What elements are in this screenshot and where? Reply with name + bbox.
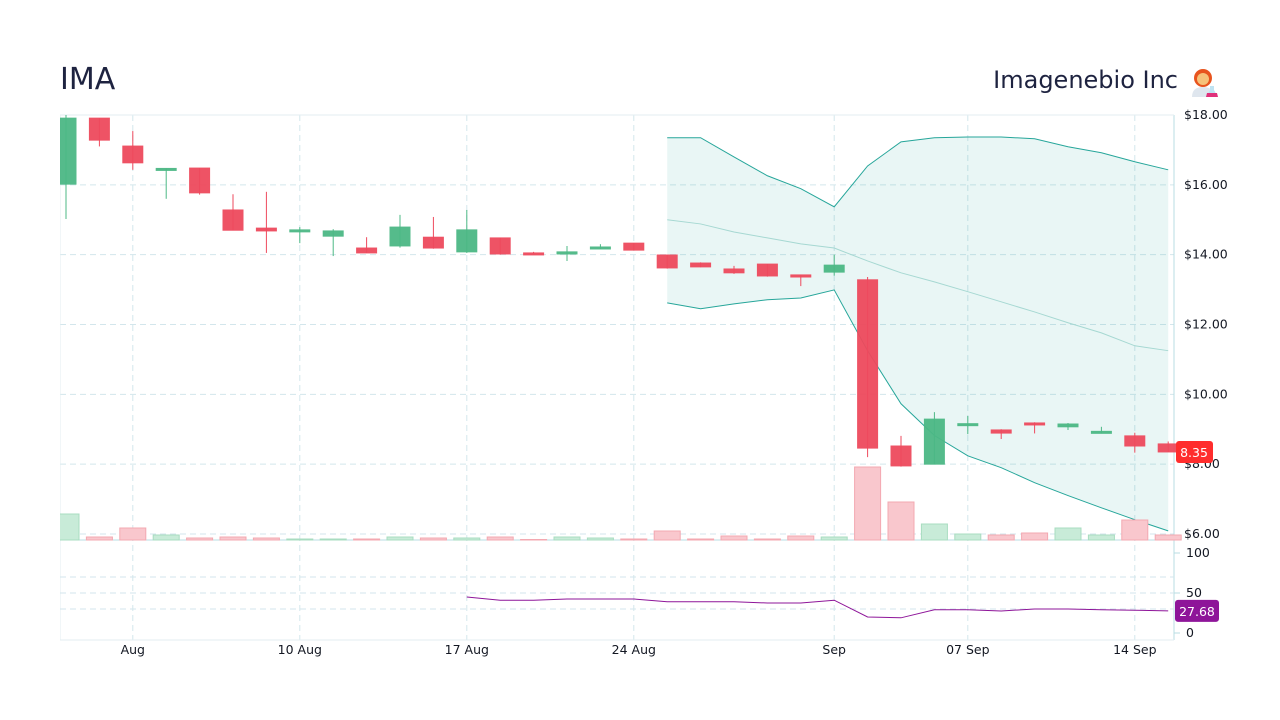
rsi-tick-label: 0 [1186, 625, 1194, 640]
rsi-line [466, 596, 1169, 619]
x-tick-label: 14 Sep [1113, 642, 1157, 657]
volume-bar [687, 538, 715, 541]
volume-bar [920, 523, 948, 541]
woman-scientist-icon [1192, 69, 1218, 97]
volume-bar [854, 466, 882, 541]
volume-bar [252, 537, 280, 541]
y-tick-label: $10.00 [1184, 386, 1228, 401]
candle-body [222, 209, 244, 231]
candle-body [489, 237, 511, 255]
x-tick-label: 24 Aug [612, 642, 656, 657]
candle-body [422, 236, 444, 249]
volume-bar [787, 535, 815, 541]
volume-bar [152, 534, 180, 541]
rsi-value-badge [1175, 599, 1219, 622]
bollinger-upper-line [667, 136, 1169, 208]
candle-body [790, 274, 812, 278]
volume-bar [486, 536, 514, 541]
candle-body [990, 429, 1012, 434]
candle-body [957, 423, 979, 427]
candle-body [122, 145, 144, 164]
candle-body [389, 226, 411, 247]
company-name: Imagenebio Inc [993, 66, 1178, 94]
x-tick-label: Sep [822, 642, 846, 657]
rsi-value-label: 27.68 [1179, 604, 1215, 619]
ticker-symbol: IMA [60, 62, 116, 97]
y-tick-label: $14.00 [1184, 247, 1228, 262]
y-tick-label: $6.00 [1184, 526, 1220, 541]
volume-bar [753, 538, 781, 541]
x-tick-label: 10 Aug [278, 642, 322, 657]
candle-body [88, 117, 110, 141]
volume-bar [620, 538, 648, 541]
volume-bar [453, 537, 481, 541]
volume-bar [820, 536, 848, 541]
candle-body [556, 251, 578, 255]
candle-body [823, 264, 845, 273]
volume-bar [720, 535, 748, 541]
volume-bar [887, 501, 915, 541]
x-tick-label: 07 Sep [946, 642, 990, 657]
y-tick-label: $16.00 [1184, 177, 1228, 192]
candle-body [1024, 422, 1046, 426]
candle-body [1090, 430, 1112, 434]
bollinger-band-fill [667, 136, 1169, 531]
volume-bar [553, 536, 581, 541]
volume-bar [186, 537, 214, 541]
candle-body [756, 263, 778, 277]
candle-body [623, 242, 645, 251]
candle-body [289, 229, 311, 233]
candle-body [189, 167, 211, 194]
volume-bar [586, 537, 614, 541]
volume-bar [1054, 527, 1082, 541]
candle-body [255, 227, 277, 232]
volume-bar [954, 533, 982, 541]
volume-bar [987, 534, 1015, 541]
volume-bar [319, 538, 347, 541]
volume-bar [386, 536, 414, 541]
candle-body [356, 247, 378, 254]
volume-bar [353, 538, 381, 541]
bollinger-middle-line [667, 219, 1169, 352]
volume-bar [1154, 534, 1182, 541]
candle-body [523, 252, 545, 256]
rsi-tick-label: 50 [1186, 585, 1202, 600]
y-tick-label: $12.00 [1184, 317, 1228, 332]
rsi-tick-label: 100 [1186, 545, 1210, 560]
volume-bar [1121, 519, 1149, 541]
last-price-label: 8.35 [1180, 445, 1208, 460]
bollinger-lower-line [667, 289, 1169, 532]
volume-bar [85, 536, 113, 541]
candle-body [1124, 435, 1146, 447]
x-tick-label: 17 Aug [445, 642, 489, 657]
candle-body [723, 268, 745, 274]
left-margin [0, 115, 60, 640]
volume-bar [419, 537, 447, 541]
candle-body [890, 445, 912, 467]
volume-bar [1021, 532, 1049, 541]
candle-body [690, 262, 712, 268]
volume-bar [286, 538, 314, 541]
x-tick-label: Aug [121, 642, 145, 657]
candle-body [155, 167, 177, 171]
candle-body [1157, 443, 1179, 453]
candle-body [456, 229, 478, 253]
volume-bar [653, 530, 681, 541]
candle-body [656, 254, 678, 269]
volume-bar [219, 536, 247, 541]
candle-body [857, 279, 879, 449]
volume-bar [119, 527, 147, 541]
y-tick-label: $18.00 [1184, 107, 1228, 122]
candle-body [589, 246, 611, 250]
candle-body [322, 230, 344, 237]
last-price-badge [1176, 440, 1213, 463]
candle-body [1057, 423, 1079, 428]
volume-bar [1087, 534, 1115, 541]
volume-bar [520, 539, 548, 541]
candle-body [923, 418, 945, 465]
